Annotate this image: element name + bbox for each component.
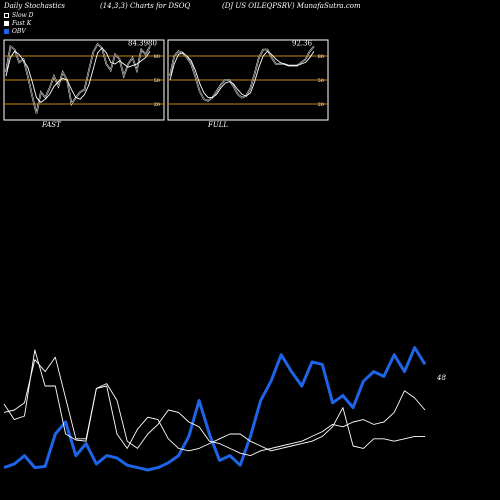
full-series-fast-k-inner: [169, 46, 315, 102]
full-series-slow-d-inner: [170, 51, 314, 97]
legend-label: Fast K: [12, 19, 32, 27]
fast-series-slow-d-outer: [5, 47, 151, 104]
legend-item-slow-d: Slow D: [4, 11, 34, 19]
fast-tick-label: 20: [154, 102, 160, 108]
legend-swatch-icon: [4, 20, 9, 26]
legend: Slow D Fast K OBV: [4, 11, 34, 35]
legend-swatch-icon: [4, 28, 9, 34]
bottom-series-slow-d: [3, 349, 426, 457]
fast-tick-label: 80: [154, 54, 160, 60]
bottom-value-label: 48: [436, 374, 446, 382]
full-panel-title: FULL: [208, 121, 229, 129]
bottom-series-fast-k: [3, 356, 425, 452]
legend-label: Slow D: [12, 11, 34, 19]
bottom-series-obv: [3, 346, 427, 472]
full-last-value-label: 92.36: [292, 39, 313, 47]
header-source: (DJ US OILEQPSRV) MunafaSutra.com: [222, 2, 361, 10]
header-title: Daily Stochastics: [4, 2, 66, 10]
full-tick-label: 20: [318, 102, 324, 108]
fast-last-value-label: 84.3980: [128, 39, 157, 47]
full-tick-label: 50: [318, 78, 324, 84]
full-tick-label: 80: [318, 54, 324, 60]
fast-tick-label: 50: [154, 78, 160, 84]
full-series-fast-k-outer: [169, 45, 315, 102]
fast-series-fast-k-outer: [5, 42, 151, 114]
legend-item-fast-k: Fast K: [4, 19, 34, 27]
fast-panel-title: FAST: [42, 121, 61, 129]
legend-item-obv: OBV: [4, 27, 34, 35]
legend-swatch-icon: [4, 12, 9, 18]
legend-label: OBV: [12, 27, 26, 35]
fast-series-fast-k-inner: [5, 43, 151, 114]
header-subtitle: (14,3,3) Charts for DSOQ: [100, 2, 191, 10]
full-series-slow-d-outer: [169, 50, 315, 99]
